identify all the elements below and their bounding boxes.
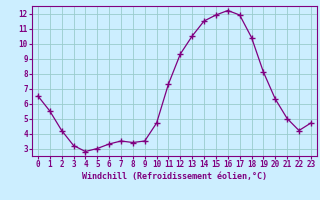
X-axis label: Windchill (Refroidissement éolien,°C): Windchill (Refroidissement éolien,°C) xyxy=(82,172,267,181)
